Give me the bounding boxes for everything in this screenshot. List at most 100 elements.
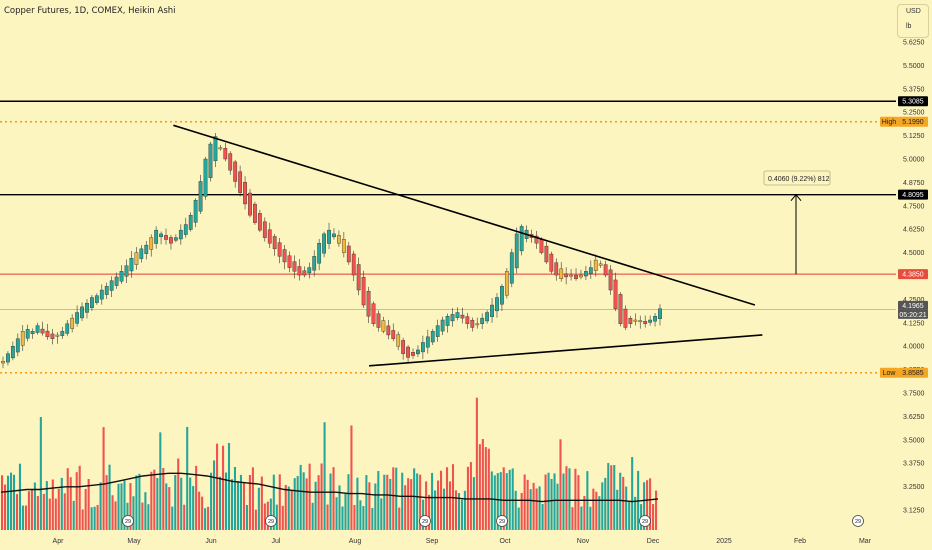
candle-body — [519, 226, 524, 252]
candle-body — [435, 325, 440, 337]
volume-bar — [326, 504, 329, 530]
volume-bar — [45, 481, 48, 530]
volume-bar — [550, 478, 553, 530]
volume-bar — [162, 468, 165, 530]
volume-bar — [111, 495, 114, 530]
volume-bar — [541, 504, 544, 530]
volume-bar — [454, 490, 458, 530]
volume-bar — [365, 475, 368, 530]
volume-bar — [3, 484, 7, 530]
y-tick-label: 4.0000 — [903, 344, 925, 351]
candle-body — [475, 323, 480, 326]
candle-body — [203, 158, 208, 197]
volume-bar — [266, 501, 269, 530]
price-label: 5.3085 — [902, 99, 924, 106]
candle-body — [608, 269, 613, 291]
candle-body — [262, 221, 267, 238]
price-label: 4.1965 — [902, 303, 924, 310]
y-tick-label: 4.2500 — [903, 297, 925, 304]
candle-body — [593, 259, 598, 271]
volume-bar — [442, 488, 446, 530]
volume-bar — [448, 481, 452, 530]
volume-bar — [329, 473, 332, 530]
trendline — [369, 334, 763, 367]
x-tick-label: Aug — [349, 538, 362, 545]
volume-bar — [93, 506, 96, 530]
candle-body — [425, 336, 430, 348]
candle-body — [70, 317, 75, 329]
candle-body — [198, 181, 203, 212]
volume-bar — [574, 468, 577, 530]
volume-bar — [308, 463, 311, 530]
volume-bar — [532, 482, 535, 530]
candle-body — [173, 237, 178, 241]
volume-bar — [156, 478, 159, 530]
volume-bar — [84, 488, 87, 530]
volume-bar — [625, 486, 628, 530]
volume-bar — [242, 482, 245, 530]
volume-bar — [299, 464, 302, 530]
volume-bar — [646, 480, 649, 530]
volume-bar — [239, 474, 242, 530]
volume-bar — [404, 485, 407, 530]
volume-bar — [230, 479, 234, 530]
volume-bar — [290, 490, 293, 530]
volume-bar — [601, 482, 604, 530]
volume-moving-average — [0, 472, 659, 503]
candle-body — [30, 331, 35, 335]
candle-body — [302, 270, 307, 276]
unit-selector[interactable]: USD lb — [897, 4, 929, 38]
volume-bar — [499, 472, 502, 530]
candle-body — [381, 320, 386, 332]
volume-bar — [183, 504, 186, 530]
volume-bar — [30, 490, 33, 530]
y-tick-label: 3.3750 — [903, 461, 925, 468]
event-marker-icon — [639, 515, 651, 527]
candle-body — [80, 306, 84, 319]
candle-body — [450, 314, 455, 322]
volume-bar — [341, 506, 344, 530]
candle-body — [465, 316, 470, 324]
candle-body — [500, 286, 504, 305]
price-label: 4.3850 — [902, 272, 924, 279]
candle-body — [129, 258, 134, 272]
volume-bar — [643, 482, 646, 530]
candle-body — [411, 352, 415, 356]
candle-body — [55, 334, 60, 337]
candle-body — [183, 224, 188, 235]
volume-bar — [227, 443, 231, 530]
event-marker-label: 29 — [642, 519, 648, 525]
volume-bar — [186, 426, 189, 530]
y-tick-label: 3.1250 — [903, 508, 925, 515]
candle-body — [490, 304, 494, 317]
event-marker-label: 29 — [499, 519, 505, 525]
volume-bar — [251, 467, 254, 530]
volume-bar — [287, 486, 290, 530]
candle-body — [99, 289, 104, 300]
volume-bar — [655, 490, 658, 530]
candle-body — [149, 237, 154, 250]
candle-body — [598, 263, 603, 266]
volume-bar — [580, 506, 583, 530]
event-markers[interactable]: 29 29 29 29 29 29 — [122, 515, 864, 527]
candle-body — [6, 353, 10, 363]
volume-bar — [457, 493, 460, 530]
trendlines[interactable] — [173, 124, 763, 367]
volume-bar — [472, 477, 475, 530]
measure-tool[interactable]: 0.4060 (9.22%) 812 — [763, 170, 831, 275]
event-marker-label: 29 — [422, 519, 428, 525]
price-label-box — [898, 96, 928, 107]
volume-bar — [248, 474, 251, 530]
candle-body — [90, 297, 94, 308]
volume-bar — [177, 458, 180, 530]
volume-bar — [371, 508, 374, 530]
time-axis[interactable]: Apr May Jun Jul Aug Sep Oct Nov Dec 2025 Feb Mar — [53, 538, 872, 545]
candle-body — [25, 329, 30, 339]
candle-body — [134, 252, 139, 265]
candle-body — [445, 316, 450, 326]
volume-bar — [511, 468, 514, 530]
candle-body — [164, 235, 168, 240]
candle-body — [361, 277, 366, 306]
